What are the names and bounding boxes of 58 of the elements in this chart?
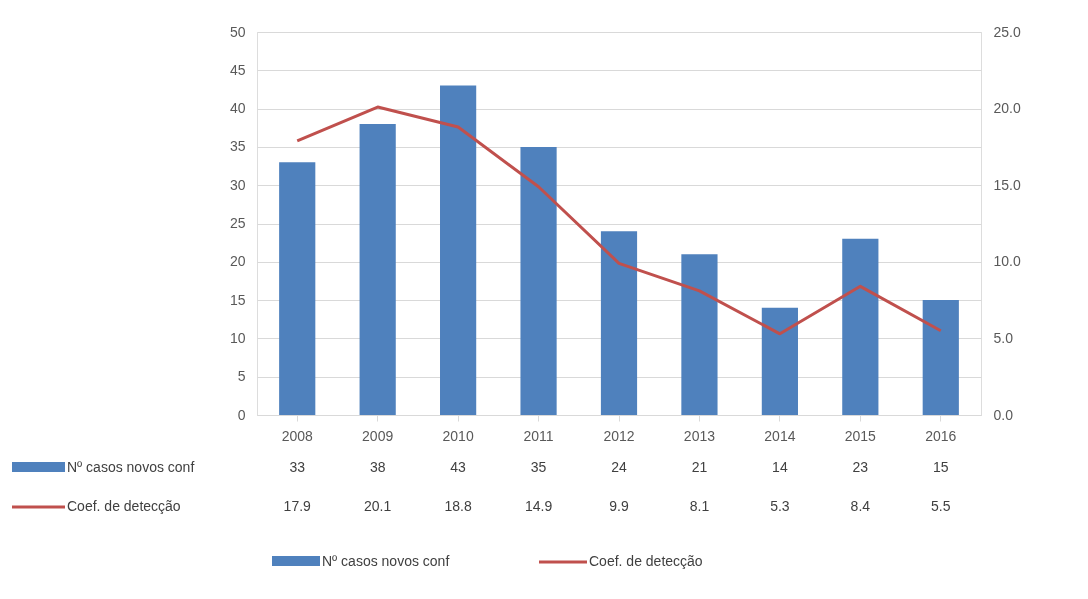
x-tick-label: 2016 [925, 427, 957, 444]
data-label: 23 [852, 459, 869, 475]
y2-tick-label: 5.0 [993, 329, 1014, 346]
x-tick-label: 2010 [442, 427, 474, 444]
data-label: 38 [369, 459, 386, 475]
bar [359, 123, 396, 415]
data-label: 8.1 [689, 498, 710, 514]
y-tick-label: 0 [237, 406, 246, 423]
bar [681, 254, 718, 415]
data-label: 24 [611, 459, 627, 475]
y2-tick-label: 20.0 [993, 100, 1021, 117]
text: Coef. de detecção [589, 553, 703, 569]
data-label: 18.8 [444, 498, 472, 514]
y-tick-label: 10 [229, 329, 246, 346]
x-tick-label: 2012 [603, 427, 635, 444]
y-tick-label: 30 [229, 176, 246, 193]
x-tick-label: 2009 [362, 427, 394, 444]
data-label: 5.3 [770, 498, 790, 514]
x-tick-label: 2013 [683, 427, 716, 444]
y-tick-label: 15 [229, 291, 246, 308]
data-label: 43 [450, 459, 467, 475]
data-label: 20.1 [364, 498, 392, 514]
data-label: 9.9 [609, 498, 629, 514]
legend-label: Nº casos novos conf [67, 459, 195, 475]
data-label: 8.4 [850, 498, 871, 514]
data-label: 35 [530, 459, 547, 475]
y-tick-label: 45 [229, 61, 246, 78]
bar [922, 300, 959, 415]
bar [600, 231, 638, 415]
data-label: 14.9 [524, 498, 553, 514]
data-label: 17.9 [283, 498, 312, 514]
data-label: 21 [691, 459, 708, 475]
y-tick-label: 35 [229, 138, 246, 155]
data-label: 5.5 [931, 498, 951, 514]
y2-tick-label: 15.0 [993, 176, 1021, 193]
x-tick-label: 2011 [523, 427, 554, 444]
text: Nº casos novos conf [322, 553, 450, 569]
y-tick-label: 40 [229, 100, 246, 117]
x-tick-label: 2014 [764, 427, 796, 444]
y-tick-label: 20 [229, 253, 246, 270]
y-tick-label: 25 [229, 215, 246, 231]
x-tick-label: 2008 [281, 427, 313, 444]
data-label: 15 [932, 459, 949, 475]
bar [520, 146, 557, 415]
bar [279, 162, 316, 415]
y2-tick-label: 25.0 [993, 23, 1021, 40]
y2-tick-label: 10.0 [993, 253, 1021, 270]
y-tick-label: 50 [229, 23, 246, 40]
y2-tick-label: 0.0 [993, 406, 1014, 423]
x-tick-label: 2015 [844, 427, 877, 444]
bar [440, 85, 477, 415]
line-series [295, 105, 943, 336]
data-label: 14 [772, 459, 788, 475]
bar [761, 307, 798, 415]
data-label: 33 [289, 459, 306, 475]
bar [842, 238, 879, 415]
y-tick-label: 5 [237, 368, 246, 385]
legend-label: Coef. de detecção [67, 498, 181, 514]
